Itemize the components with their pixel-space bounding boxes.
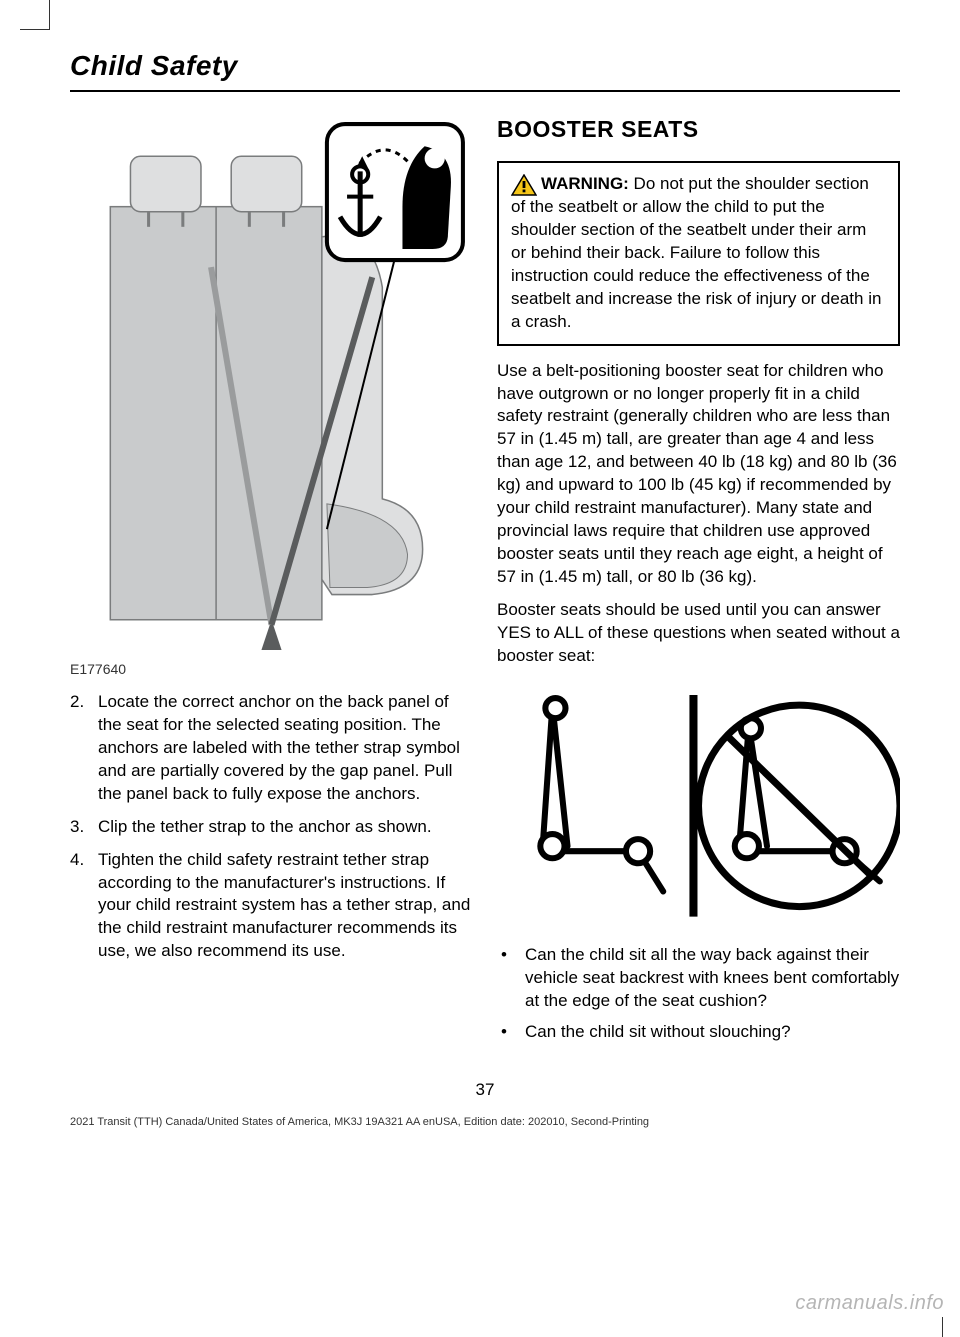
page-content: Child Safety: [70, 30, 900, 1300]
step-text: Tighten the child safety restraint tethe…: [98, 849, 473, 964]
list-item: • Can the child sit all the way back aga…: [497, 944, 900, 1013]
footer-text: 2021 Transit (TTH) Canada/United States …: [70, 1116, 900, 1128]
list-item: 2. Locate the correct anchor on the back…: [70, 691, 473, 806]
list-item: 3. Clip the tether strap to the anchor a…: [70, 816, 473, 839]
crop-mark: [942, 1317, 950, 1337]
bullet-text: Can the child sit all the way back again…: [525, 944, 900, 1013]
bullet-icon: •: [497, 1021, 525, 1044]
warning-text: Do not put the shoulder section of the s…: [511, 174, 881, 331]
step-number: 4.: [70, 849, 98, 964]
step-number: 2.: [70, 691, 98, 806]
bullet-text: Can the child sit without slouching?: [525, 1021, 791, 1044]
warning-box: WARNING: Do not put the shoulder section…: [497, 161, 900, 346]
two-column-layout: E177640 2. Locate the correct anchor on …: [70, 116, 900, 1052]
watermark: carmanuals.info: [795, 1292, 944, 1315]
page-number: 37: [70, 1080, 900, 1100]
list-item: • Can the child sit without slouching?: [497, 1021, 900, 1044]
section-heading: BOOSTER SEATS: [497, 116, 900, 143]
step-number: 3.: [70, 816, 98, 839]
question-list: • Can the child sit all the way back aga…: [497, 944, 900, 1044]
warning-label: WARNING:: [541, 174, 629, 193]
booster-seat-figure: [497, 690, 900, 922]
list-item: 4. Tighten the child safety restraint te…: [70, 849, 473, 964]
figure-label: E177640: [70, 661, 473, 677]
crop-mark: [20, 0, 50, 30]
instruction-list: 2. Locate the correct anchor on the back…: [70, 691, 473, 963]
bullet-icon: •: [497, 944, 525, 1013]
page-header: Child Safety: [70, 30, 900, 92]
body-paragraph: Use a belt-positioning booster seat for …: [497, 360, 900, 589]
body-paragraph: Booster seats should be used until you c…: [497, 599, 900, 668]
step-text: Locate the correct anchor on the back pa…: [98, 691, 473, 806]
left-column: E177640 2. Locate the correct anchor on …: [70, 116, 473, 1052]
warning-icon: [511, 174, 537, 196]
page-title: Child Safety: [70, 50, 900, 82]
right-column: BOOSTER SEATS WARNING: Do not put the sh…: [497, 116, 900, 1052]
tether-anchor-figure: [70, 116, 473, 650]
step-text: Clip the tether strap to the anchor as s…: [98, 816, 432, 839]
